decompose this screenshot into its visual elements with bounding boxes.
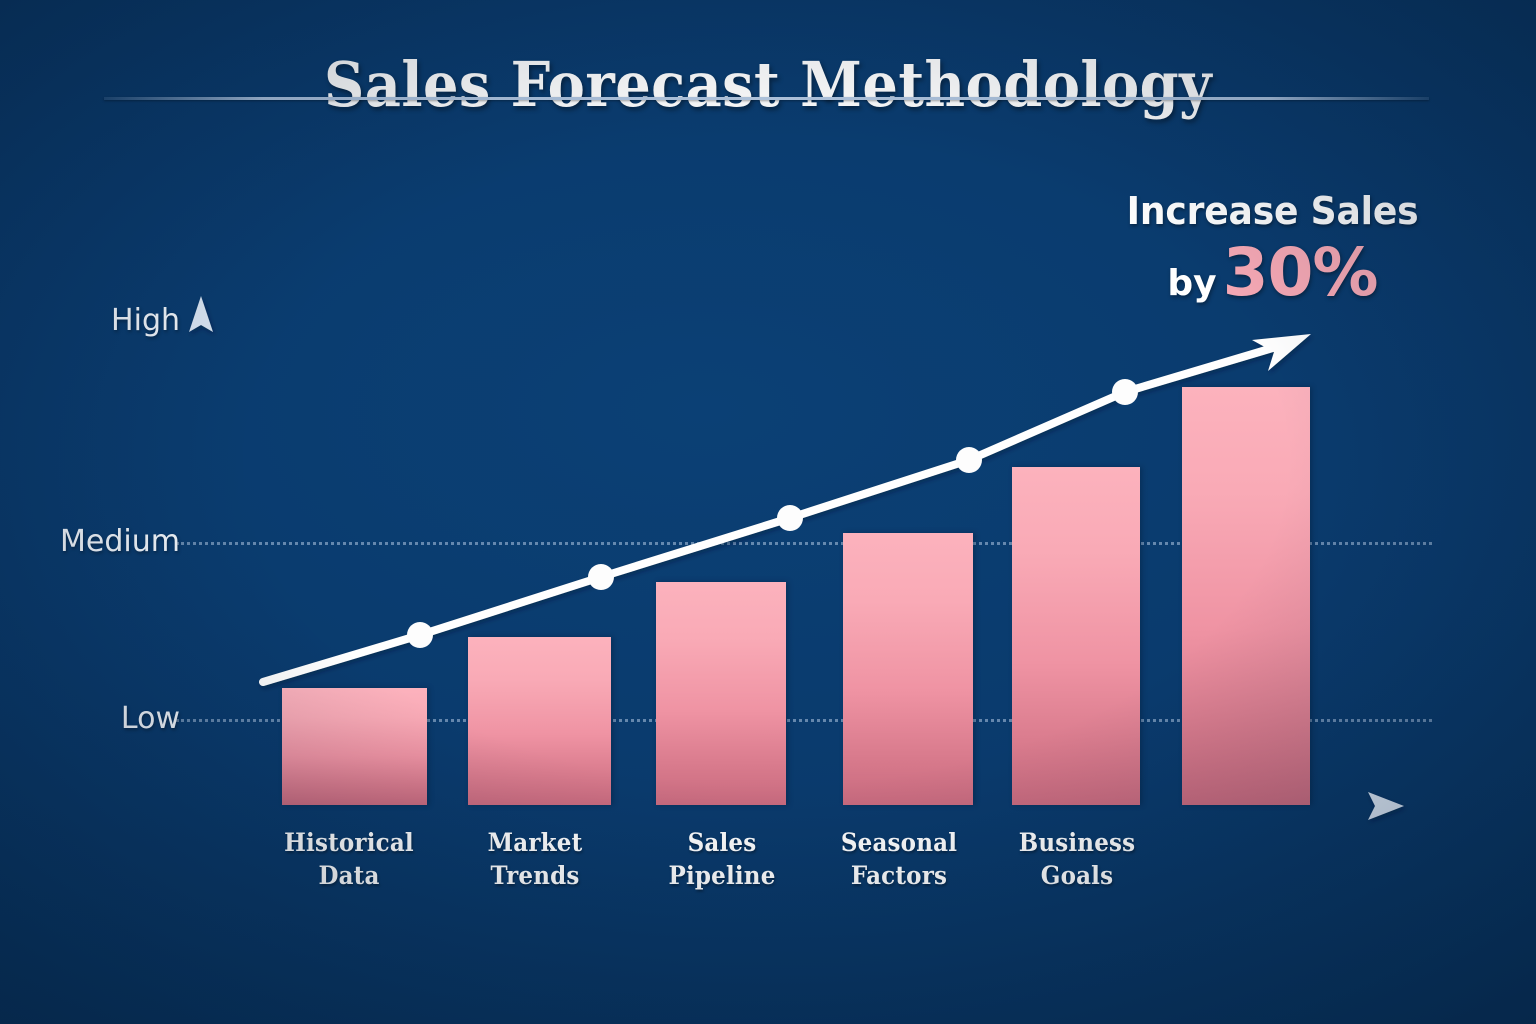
x-label-line-1: Seasonal [840,828,958,857]
x-axis [176,792,1404,820]
x-label-line-2: Goals [1040,861,1114,890]
callout-headline: Increase Sales [1126,189,1419,233]
x-label-market-trends: Market Trends [443,826,627,892]
x-label-line-1: Sales [687,828,757,857]
trend-markers [407,379,1138,648]
trend-point-5[interactable] [1112,379,1138,405]
x-label-line-1: Historical [284,828,414,857]
x-label-business-goals: Business Goals [985,826,1169,892]
x-label-line-2: Trends [490,861,580,890]
callout-percent-value: 30% [1222,234,1379,311]
y-tick-high: High [111,303,180,338]
bar-seasonal-factors[interactable] [843,533,973,805]
trend-point-4[interactable] [956,447,982,473]
callout-subline: by30% [1119,240,1426,306]
bar-historical-data[interactable] [282,688,427,805]
bar-market-trends[interactable] [468,637,611,805]
trend-point-3[interactable] [777,505,803,531]
gridline-low [176,719,1432,722]
bar-business-goals[interactable] [1012,467,1140,805]
x-label-line-2: Pipeline [668,861,776,890]
y-tick-low: Low [120,701,180,736]
x-label-seasonal-factors: Seasonal Factors [807,826,991,892]
title-divider [104,97,1429,100]
y-axis [189,296,213,806]
y-tick-medium: Medium [60,524,180,559]
x-label-line-2: Data [318,861,380,890]
x-label-line-2: Factors [850,861,948,890]
gridline-medium [176,542,1432,545]
trend-point-1[interactable] [407,622,433,648]
title-block: Sales Forecast Methodology [0,52,1536,117]
bar-sales-pipeline[interactable] [656,582,786,805]
page-title: Sales Forecast Methodology [323,48,1213,121]
callout-by-label: by [1167,263,1217,304]
x-label-line-1: Market [487,828,583,857]
x-label-sales-pipeline: Sales Pipeline [630,826,814,892]
x-label-historical-data: Historical Data [257,826,441,892]
x-label-line-1: Business [1018,828,1136,857]
trend-point-2[interactable] [588,564,614,590]
callout-badge: Increase Sales by30% [1119,192,1426,306]
bar-forecast-total[interactable] [1182,387,1310,805]
